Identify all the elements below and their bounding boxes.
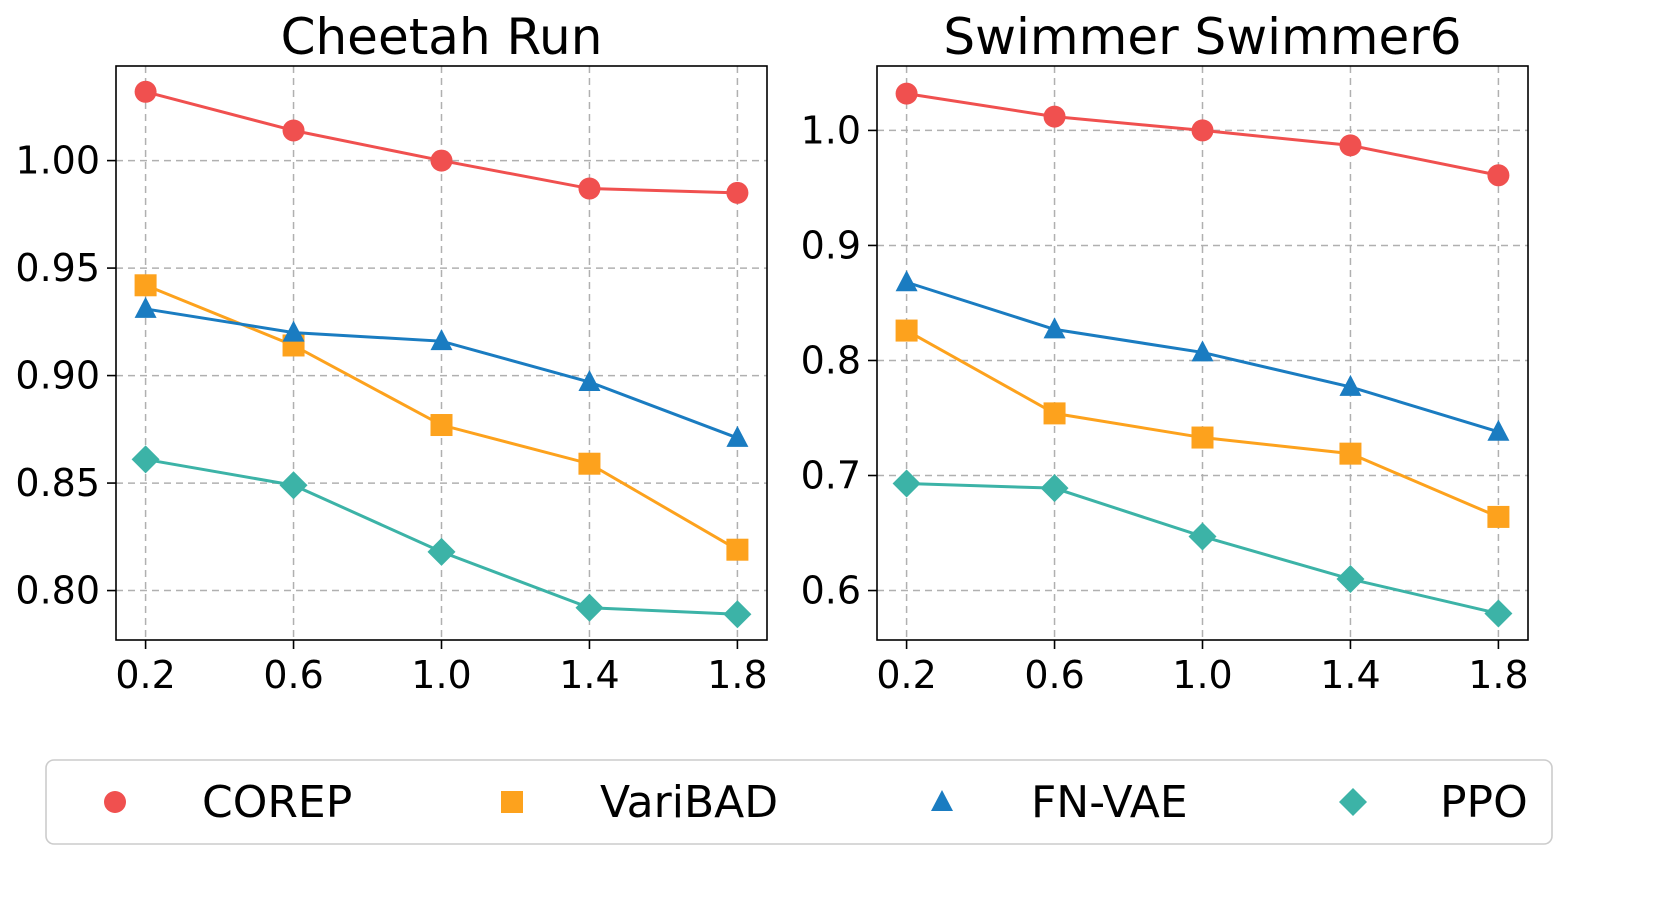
x-tick-label: 0.6	[1024, 653, 1084, 697]
y-tick-label: 0.90	[15, 354, 100, 398]
data-point-ppo	[723, 600, 752, 629]
chart-title: Cheetah Run	[281, 8, 603, 66]
y-tick-label: 0.95	[15, 246, 100, 290]
data-point-ppo	[1040, 474, 1069, 503]
data-point-fn-vae	[1339, 374, 1362, 396]
data-point-ppo	[279, 471, 308, 500]
legend-label-ppo: PPO	[1440, 777, 1528, 828]
data-point-corep	[430, 149, 453, 172]
data-point-ppo	[575, 593, 604, 622]
x-tick-label: 0.6	[263, 653, 323, 697]
data-point-corep	[282, 119, 305, 142]
x-tick-label: 1.4	[1320, 653, 1380, 697]
data-point-varibad	[1487, 505, 1510, 528]
chart-panel-swimmer-swimmer6: Swimmer Swimmer6 0.2 0.6 1.0 1.4 1.8 0.6 0.7 0.8…	[801, 8, 1529, 697]
data-point-fn-vae	[1043, 317, 1066, 339]
x-tick-label: 1.8	[707, 653, 767, 697]
data-point-corep	[1043, 105, 1066, 128]
data-point-corep	[895, 82, 918, 105]
data-point-varibad	[1191, 426, 1214, 449]
data-point-fn-vae	[578, 370, 601, 392]
chart-panel-cheetah-run: Cheetah Run 0.2 0.6 1.0 1.4 1.8 0.80 0.85 0.90 0.…	[15, 8, 768, 697]
y-tick-label: 0.6	[801, 569, 861, 613]
data-point-varibad	[134, 274, 157, 297]
data-point-fn-vae	[1487, 419, 1510, 441]
x-tick-label: 0.2	[876, 653, 936, 697]
data-point-corep	[134, 80, 157, 103]
chart-title: Swimmer Swimmer6	[943, 8, 1461, 66]
legend-label-varibad: VariBAD	[600, 777, 778, 828]
x-tick-label: 1.8	[1468, 653, 1528, 697]
data-point-fn-vae	[726, 425, 749, 447]
legend-marker-corep	[104, 791, 126, 813]
data-point-varibad	[895, 319, 918, 342]
data-point-corep	[1487, 164, 1510, 187]
legend: COREP VariBAD FN-VAE PPO	[45, 759, 1553, 845]
x-tick-label: 0.2	[115, 653, 175, 697]
data-point-corep	[578, 177, 601, 200]
y-tick-label: 1.00	[15, 139, 100, 183]
data-point-varibad	[726, 538, 749, 561]
data-point-fn-vae	[895, 270, 918, 292]
y-tick-label: 0.9	[801, 223, 861, 267]
data-point-fn-vae	[134, 296, 157, 318]
y-tick-label: 1.0	[801, 108, 861, 152]
data-point-fn-vae	[430, 329, 453, 351]
legend-label-corep: COREP	[202, 777, 352, 828]
legend-marker-ppo	[1339, 788, 1367, 816]
data-point-ppo	[1188, 522, 1217, 551]
data-point-corep	[1191, 119, 1214, 142]
legend-box	[45, 759, 1553, 845]
data-point-varibad	[1043, 402, 1066, 425]
data-point-ppo	[1336, 565, 1365, 594]
data-point-ppo	[131, 445, 160, 474]
y-tick-label: 0.8	[801, 338, 861, 382]
data-point-fn-vae	[1191, 340, 1214, 362]
data-point-ppo	[892, 469, 921, 498]
y-tick-label: 0.7	[801, 454, 861, 498]
data-point-varibad	[1339, 442, 1362, 465]
data-point-fn-vae	[282, 320, 305, 342]
legend-marker-fn-vae	[931, 790, 953, 811]
data-point-ppo	[427, 537, 456, 566]
x-tick-label: 1.0	[411, 653, 471, 697]
x-tick-label: 1.4	[559, 653, 619, 697]
y-tick-label: 0.80	[15, 569, 100, 613]
legend-marker-varibad	[501, 791, 523, 813]
data-point-varibad	[578, 452, 601, 475]
data-point-ppo	[1484, 599, 1513, 628]
x-tick-label: 1.0	[1172, 653, 1232, 697]
data-point-corep	[726, 181, 749, 204]
data-point-corep	[1339, 134, 1362, 157]
y-tick-label: 0.85	[15, 461, 100, 505]
data-point-varibad	[430, 414, 453, 437]
legend-label-fn-vae: FN-VAE	[1031, 777, 1188, 828]
